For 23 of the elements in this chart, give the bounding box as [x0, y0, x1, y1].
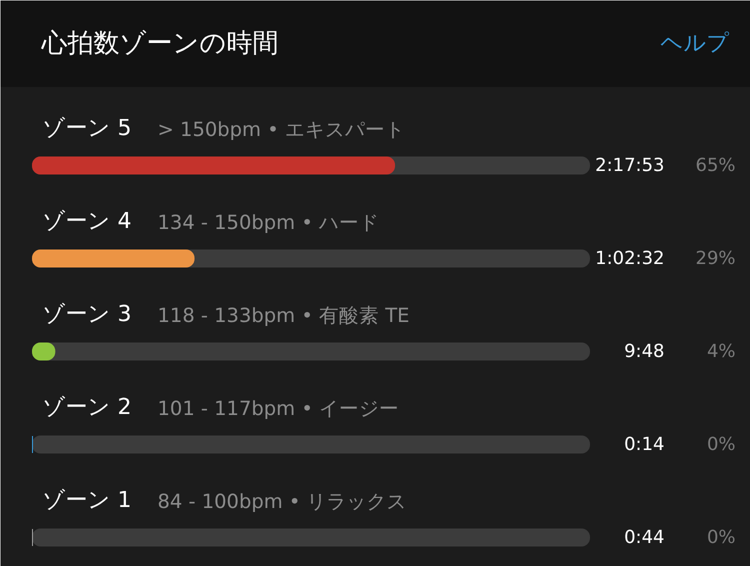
text: 0:14: [624, 434, 664, 455]
text: 2:17:53: [595, 155, 664, 176]
annotation: 84 - 100bpm • リラックス: [158, 490, 407, 513]
y-tick-label: ゾーン 3: [42, 302, 132, 327]
text: 9:48: [624, 341, 664, 362]
data-label: 65%: [695, 155, 736, 176]
chart-title: 心拍数ゾーンの時間: [40, 28, 278, 58]
annotation: 118 - 133bpm • 有酸素 TE: [158, 304, 410, 327]
text: 1:02:32: [595, 248, 664, 269]
text: ヘルプ: [660, 31, 730, 56]
y-tick-label: ゾーン 4: [42, 209, 132, 234]
y-tick-label: ゾーン 5: [42, 116, 132, 141]
y-tick-label: ゾーン 1: [42, 488, 132, 513]
annotation: 101 - 117bpm • イージー: [158, 397, 400, 420]
data-label: 29%: [695, 248, 736, 269]
data-label: 0%: [706, 434, 736, 455]
annotation: > 150bpm • エキスパート: [158, 118, 405, 141]
text: 0:44: [624, 527, 664, 548]
data-label: 4%: [706, 341, 736, 362]
data-label: 0%: [706, 527, 736, 548]
annotation: 134 - 150bpm • ハード: [158, 211, 380, 234]
y-tick-label: ゾーン 2: [42, 395, 132, 420]
bar: [32, 250, 195, 268]
